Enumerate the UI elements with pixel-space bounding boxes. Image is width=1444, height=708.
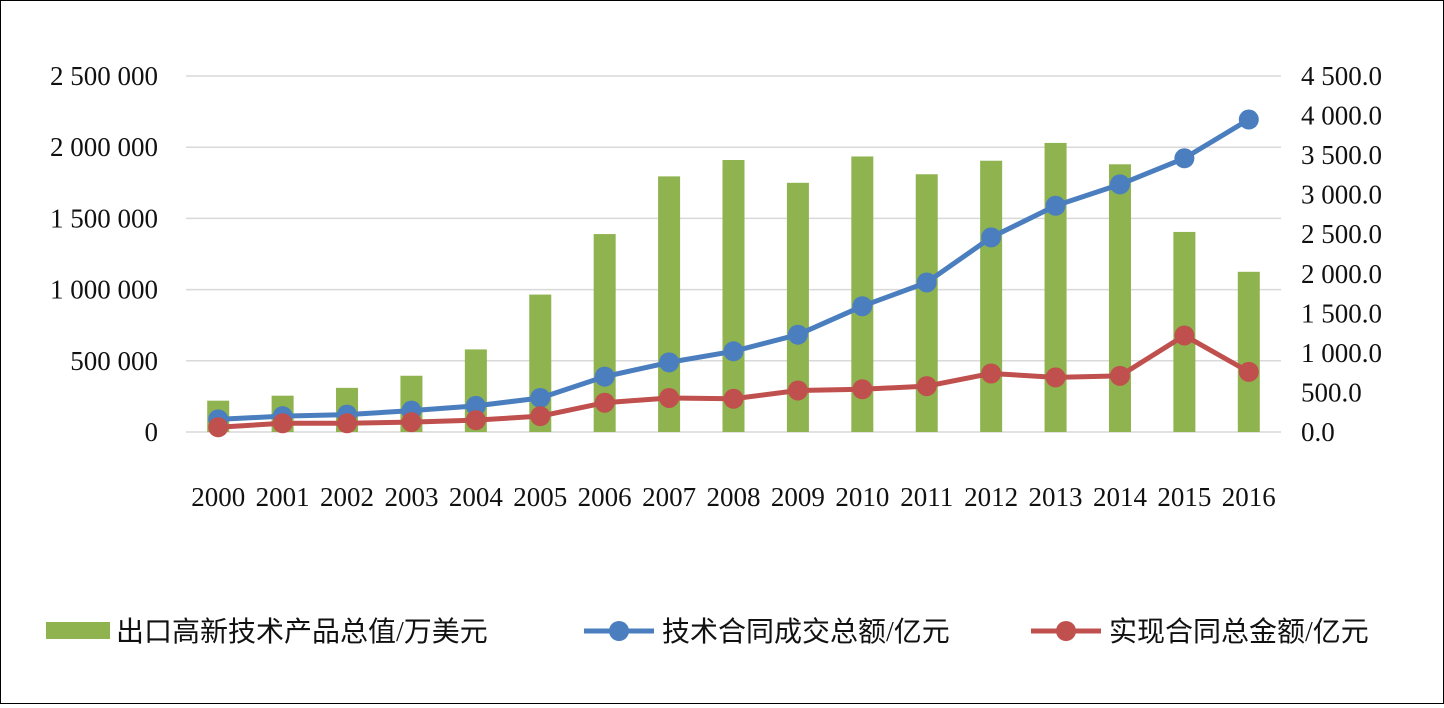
point-2-2015 bbox=[1174, 325, 1195, 346]
legend-swatch-marker bbox=[609, 621, 629, 641]
bar-2010 bbox=[851, 156, 874, 432]
point-2-2009 bbox=[787, 380, 808, 401]
point-1-2016 bbox=[1238, 109, 1259, 130]
point-2-2016 bbox=[1238, 361, 1259, 382]
point-1-2004 bbox=[465, 395, 486, 416]
bar-2008 bbox=[722, 160, 745, 433]
x-tick-label: 2006 bbox=[578, 482, 632, 512]
right-tick-label: 1 000.0 bbox=[1301, 338, 1382, 368]
point-1-2007 bbox=[659, 352, 680, 373]
left-tick-label: 2 500 000 bbox=[50, 61, 158, 91]
bars-layer bbox=[207, 142, 1260, 433]
bar-2009 bbox=[786, 182, 809, 432]
point-2-2005 bbox=[530, 406, 551, 427]
right-tick-label: 1 500.0 bbox=[1301, 298, 1382, 328]
x-tick-label: 2016 bbox=[1222, 482, 1276, 512]
left-axis-ticks: 0 500 000 1 000 000 1 500 000 2 000 000 2 500… bbox=[50, 61, 158, 447]
x-tick-label: 2005 bbox=[513, 482, 567, 512]
left-tick-label: 500 000 bbox=[70, 346, 158, 376]
x-tick-label: 2004 bbox=[449, 482, 504, 512]
point-1-2005 bbox=[530, 387, 551, 408]
x-tick-label: 2002 bbox=[320, 482, 374, 512]
right-tick-label: 3 000.0 bbox=[1301, 180, 1382, 210]
point-2-2010 bbox=[852, 379, 873, 400]
point-1-2013 bbox=[1045, 195, 1066, 216]
point-1-2009 bbox=[787, 324, 808, 345]
point-1-2011 bbox=[916, 272, 937, 293]
right-tick-label: 2 500.0 bbox=[1301, 219, 1382, 249]
point-1-2012 bbox=[981, 227, 1002, 248]
point-2-2014 bbox=[1109, 365, 1130, 386]
right-tick-label: 2 000.0 bbox=[1301, 259, 1382, 289]
left-tick-label: 2 000 000 bbox=[50, 132, 158, 162]
legend-swatch-marker bbox=[1056, 621, 1076, 641]
right-tick-label: 0.0 bbox=[1301, 417, 1335, 447]
x-tick-label: 2010 bbox=[835, 482, 889, 512]
point-2-2007 bbox=[659, 387, 680, 408]
point-2-2008 bbox=[723, 388, 744, 409]
x-tick-label: 2009 bbox=[771, 482, 825, 512]
left-tick-label: 1 500 000 bbox=[50, 203, 158, 233]
x-tick-label: 2013 bbox=[1029, 482, 1083, 512]
left-tick-label: 1 000 000 bbox=[50, 275, 158, 305]
x-tick-label: 2001 bbox=[256, 482, 310, 512]
bar-2011 bbox=[915, 174, 938, 433]
x-tick-label: 2014 bbox=[1093, 482, 1148, 512]
point-2-2013 bbox=[1045, 367, 1066, 388]
x-tick-label: 2011 bbox=[900, 482, 953, 512]
right-tick-label: 3 500.0 bbox=[1301, 140, 1382, 170]
legend-label-0: 出口高新技术产品总值/万美元 bbox=[116, 616, 488, 648]
point-2-2004 bbox=[465, 410, 486, 431]
point-2-2000 bbox=[208, 417, 229, 438]
x-tick-label: 2015 bbox=[1157, 482, 1211, 512]
legend-label-1: 技术合同成交总额/亿元 bbox=[662, 616, 950, 648]
bar-2016 bbox=[1237, 271, 1260, 432]
x-tick-label: 2007 bbox=[642, 482, 696, 512]
x-tick-label: 2012 bbox=[964, 482, 1018, 512]
point-2-2011 bbox=[916, 376, 937, 397]
legend: 出口高新技术产品总值/万美元 技术合同成交总额/亿元 实现合同总金额/亿元 bbox=[46, 616, 1369, 648]
bar-2014 bbox=[1108, 164, 1131, 432]
legend-swatch-bar bbox=[46, 622, 110, 639]
lines-layer bbox=[208, 109, 1259, 438]
left-tick-label: 0 bbox=[145, 417, 159, 447]
x-axis-ticks: 2000 2001 2002 2003 2004 2005 2006 2007 2008 2009… bbox=[191, 482, 1276, 512]
point-2-2006 bbox=[594, 392, 615, 413]
point-1-2010 bbox=[852, 296, 873, 317]
bar-2013 bbox=[1044, 142, 1067, 433]
x-tick-label: 2008 bbox=[707, 482, 761, 512]
point-1-2015 bbox=[1174, 148, 1195, 169]
point-2-2012 bbox=[981, 363, 1002, 384]
point-2-2002 bbox=[337, 413, 358, 434]
point-2-2003 bbox=[401, 412, 422, 433]
legend-label-2: 实现合同总金额/亿元 bbox=[1109, 616, 1369, 648]
x-tick-label: 2000 bbox=[191, 482, 245, 512]
right-axis-ticks: 0.0 500.0 1 000.0 1 500.0 2 000.0 2 500.0 3 00… bbox=[1301, 61, 1382, 447]
right-tick-label: 4 000.0 bbox=[1301, 101, 1382, 131]
point-1-2008 bbox=[723, 341, 744, 362]
right-tick-label: 500.0 bbox=[1301, 377, 1362, 407]
point-1-2006 bbox=[594, 366, 615, 387]
point-1-2014 bbox=[1109, 174, 1130, 195]
bar-2012 bbox=[980, 160, 1003, 432]
x-tick-label: 2003 bbox=[384, 482, 438, 512]
point-2-2001 bbox=[272, 413, 293, 434]
right-tick-label: 4 500.0 bbox=[1301, 61, 1382, 91]
